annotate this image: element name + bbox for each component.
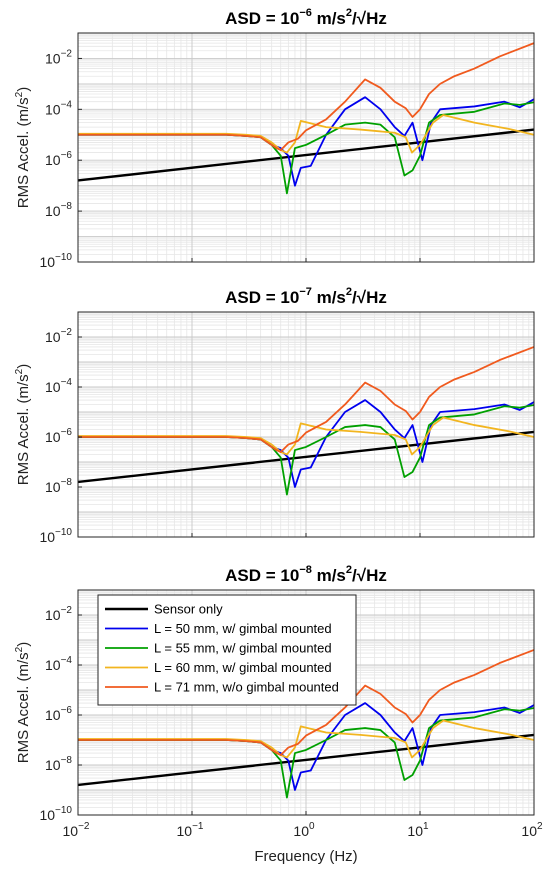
x-tick-label: 10−2	[63, 821, 90, 839]
chart-title: ASD = 10−6 m/s2/√Hz	[225, 7, 387, 28]
y-tick-label: 10−2	[45, 327, 72, 345]
y-tick-label: 10−6	[45, 427, 72, 445]
legend: Sensor only L = 50 mm, w/ gimbal mounted L…	[97, 594, 357, 706]
y-tick-label: 10−6	[45, 705, 72, 723]
legend-label-4: L = 60 mm, w/ gimbal mounted	[154, 660, 332, 675]
y-tick-label: 10−10	[39, 805, 72, 823]
legend-label-3: L = 55 mm, w/ gimbal mounted	[154, 641, 332, 656]
series-line-5	[78, 346, 535, 453]
y-tick-label: 10−4	[45, 377, 72, 395]
legend-label-5: L = 71 mm, w/o gimbal mounted	[154, 680, 339, 695]
x-tick-label: 102	[521, 821, 543, 839]
y-tick-label: 10−8	[45, 755, 72, 773]
y-axis-label: RMS Accel. (m/s2)	[14, 364, 32, 485]
y-tick-label: 10−8	[45, 477, 72, 495]
y-tick-label: 10−2	[45, 48, 72, 66]
series-group	[77, 42, 535, 195]
y-tick-label: 10−4	[45, 655, 72, 673]
y-tick-label: 10−6	[45, 150, 72, 168]
grid	[77, 32, 535, 263]
x-tick-label: 101	[407, 821, 429, 839]
series-group	[77, 649, 535, 799]
chart-panel-3: 10−10 10−8 10−6 10−4 10−2 10−2 10−1 100 101 102 Fr…	[14, 564, 543, 865]
x-tick-label: 10−1	[177, 821, 204, 839]
legend-label-2: L = 50 mm, w/ gimbal mounted	[154, 621, 332, 636]
y-tick-label: 10−2	[45, 605, 72, 623]
series-line-1	[77, 733, 535, 787]
y-axis-label: RMS Accel. (m/s2)	[14, 642, 32, 763]
series-line-4	[78, 416, 535, 456]
chart-panel-2: 10−10 10−8 10−6 10−4 10−2 ASD = 10−7 m/s2/√Hz…	[14, 286, 535, 545]
y-tick-label: 10−4	[45, 99, 72, 117]
series-line-4	[78, 719, 535, 759]
series-line-5	[78, 42, 535, 152]
series-group	[77, 346, 535, 496]
x-tick-label: 100	[293, 821, 315, 839]
series-line-5	[78, 649, 535, 756]
chart-title: ASD = 10−8 m/s2/√Hz	[225, 564, 387, 585]
series-line-4	[78, 114, 535, 154]
legend-label-1: Sensor only	[154, 602, 223, 617]
chart-title: ASD = 10−7 m/s2/√Hz	[225, 286, 387, 307]
series-line-1	[77, 430, 535, 484]
series-line-1	[77, 128, 535, 182]
x-axis-label: Frequency (Hz)	[254, 848, 357, 865]
y-tick-label: 10−8	[45, 201, 72, 219]
y-tick-label: 10−10	[39, 252, 72, 270]
y-axis-label: RMS Accel. (m/s2)	[14, 87, 32, 208]
chart-panel-1: 10−10 10−8 10−6 10−4 10−2 ASD = 10−6 m/s2/√Hz…	[14, 7, 535, 270]
y-tick-label: 10−10	[39, 527, 72, 545]
